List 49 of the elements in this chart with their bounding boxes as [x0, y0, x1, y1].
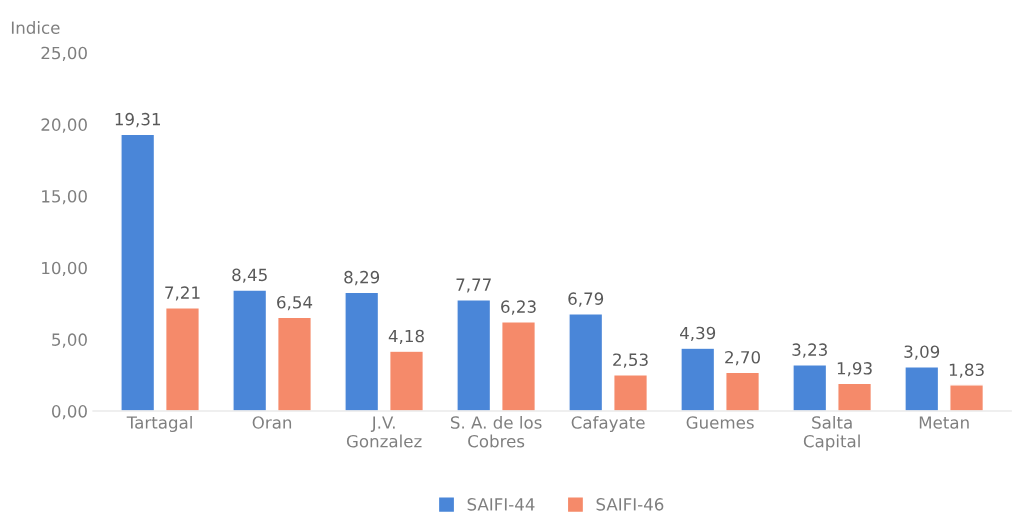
bar [725, 371, 761, 412]
bar [837, 382, 873, 412]
bar [949, 384, 985, 412]
x-tick-label: Oran [252, 416, 292, 429]
bar [680, 347, 716, 412]
y-tick-label: 10,00 [42, 261, 87, 276]
x-tick-label: Guemes [686, 416, 754, 429]
x-tick-label: J.V. Gonzalez [346, 416, 422, 448]
data-label: 4,39 [679, 326, 716, 342]
bar [501, 321, 537, 412]
y-tick-label: 5,00 [52, 333, 87, 348]
legend-label: SAIFI-44 [467, 498, 535, 511]
data-label: 3,09 [904, 345, 940, 360]
y-tick-label: 15,00 [42, 190, 87, 205]
data-label: 2,53 [613, 353, 648, 368]
data-label: 2,70 [725, 350, 760, 366]
data-label: 8,29 [344, 270, 380, 286]
data-label: 1,93 [837, 362, 872, 377]
data-label: 6,79 [568, 292, 604, 307]
bar [613, 374, 649, 412]
y-tick-label: 20,00 [41, 118, 87, 133]
data-label: 6,23 [501, 300, 536, 315]
bar [232, 289, 268, 412]
bar [164, 307, 200, 412]
bar [120, 133, 156, 412]
bar [792, 364, 828, 412]
x-tick-label: Metan [919, 416, 969, 429]
y-axis-title: Indice [11, 21, 60, 34]
data-label: 4,18 [388, 329, 424, 345]
data-label: 7,77 [456, 278, 491, 293]
data-label: 3,23 [792, 343, 827, 358]
bar [456, 298, 492, 412]
x-tick-label: Tartagal [126, 415, 192, 433]
data-label: 19,31 [115, 112, 160, 128]
bar [277, 316, 312, 412]
bar [568, 313, 604, 412]
data-label: 6,54 [277, 295, 313, 311]
x-tick-label: S. A. de los Cobres [450, 415, 542, 448]
legend-label: SAIFI-46 [596, 498, 664, 511]
y-tick-label: 25,00 [41, 46, 87, 61]
x-tick-label: Salta Capital [803, 415, 860, 451]
data-label: 8,45 [232, 268, 267, 283]
x-tick-label: Cafayate [571, 415, 645, 433]
bar [344, 291, 380, 412]
bar [904, 366, 940, 412]
data-label: 7,21 [165, 286, 200, 301]
y-tick-label: 0,00 [52, 405, 87, 420]
bar [389, 350, 425, 412]
data-label: 1,83 [949, 363, 984, 378]
